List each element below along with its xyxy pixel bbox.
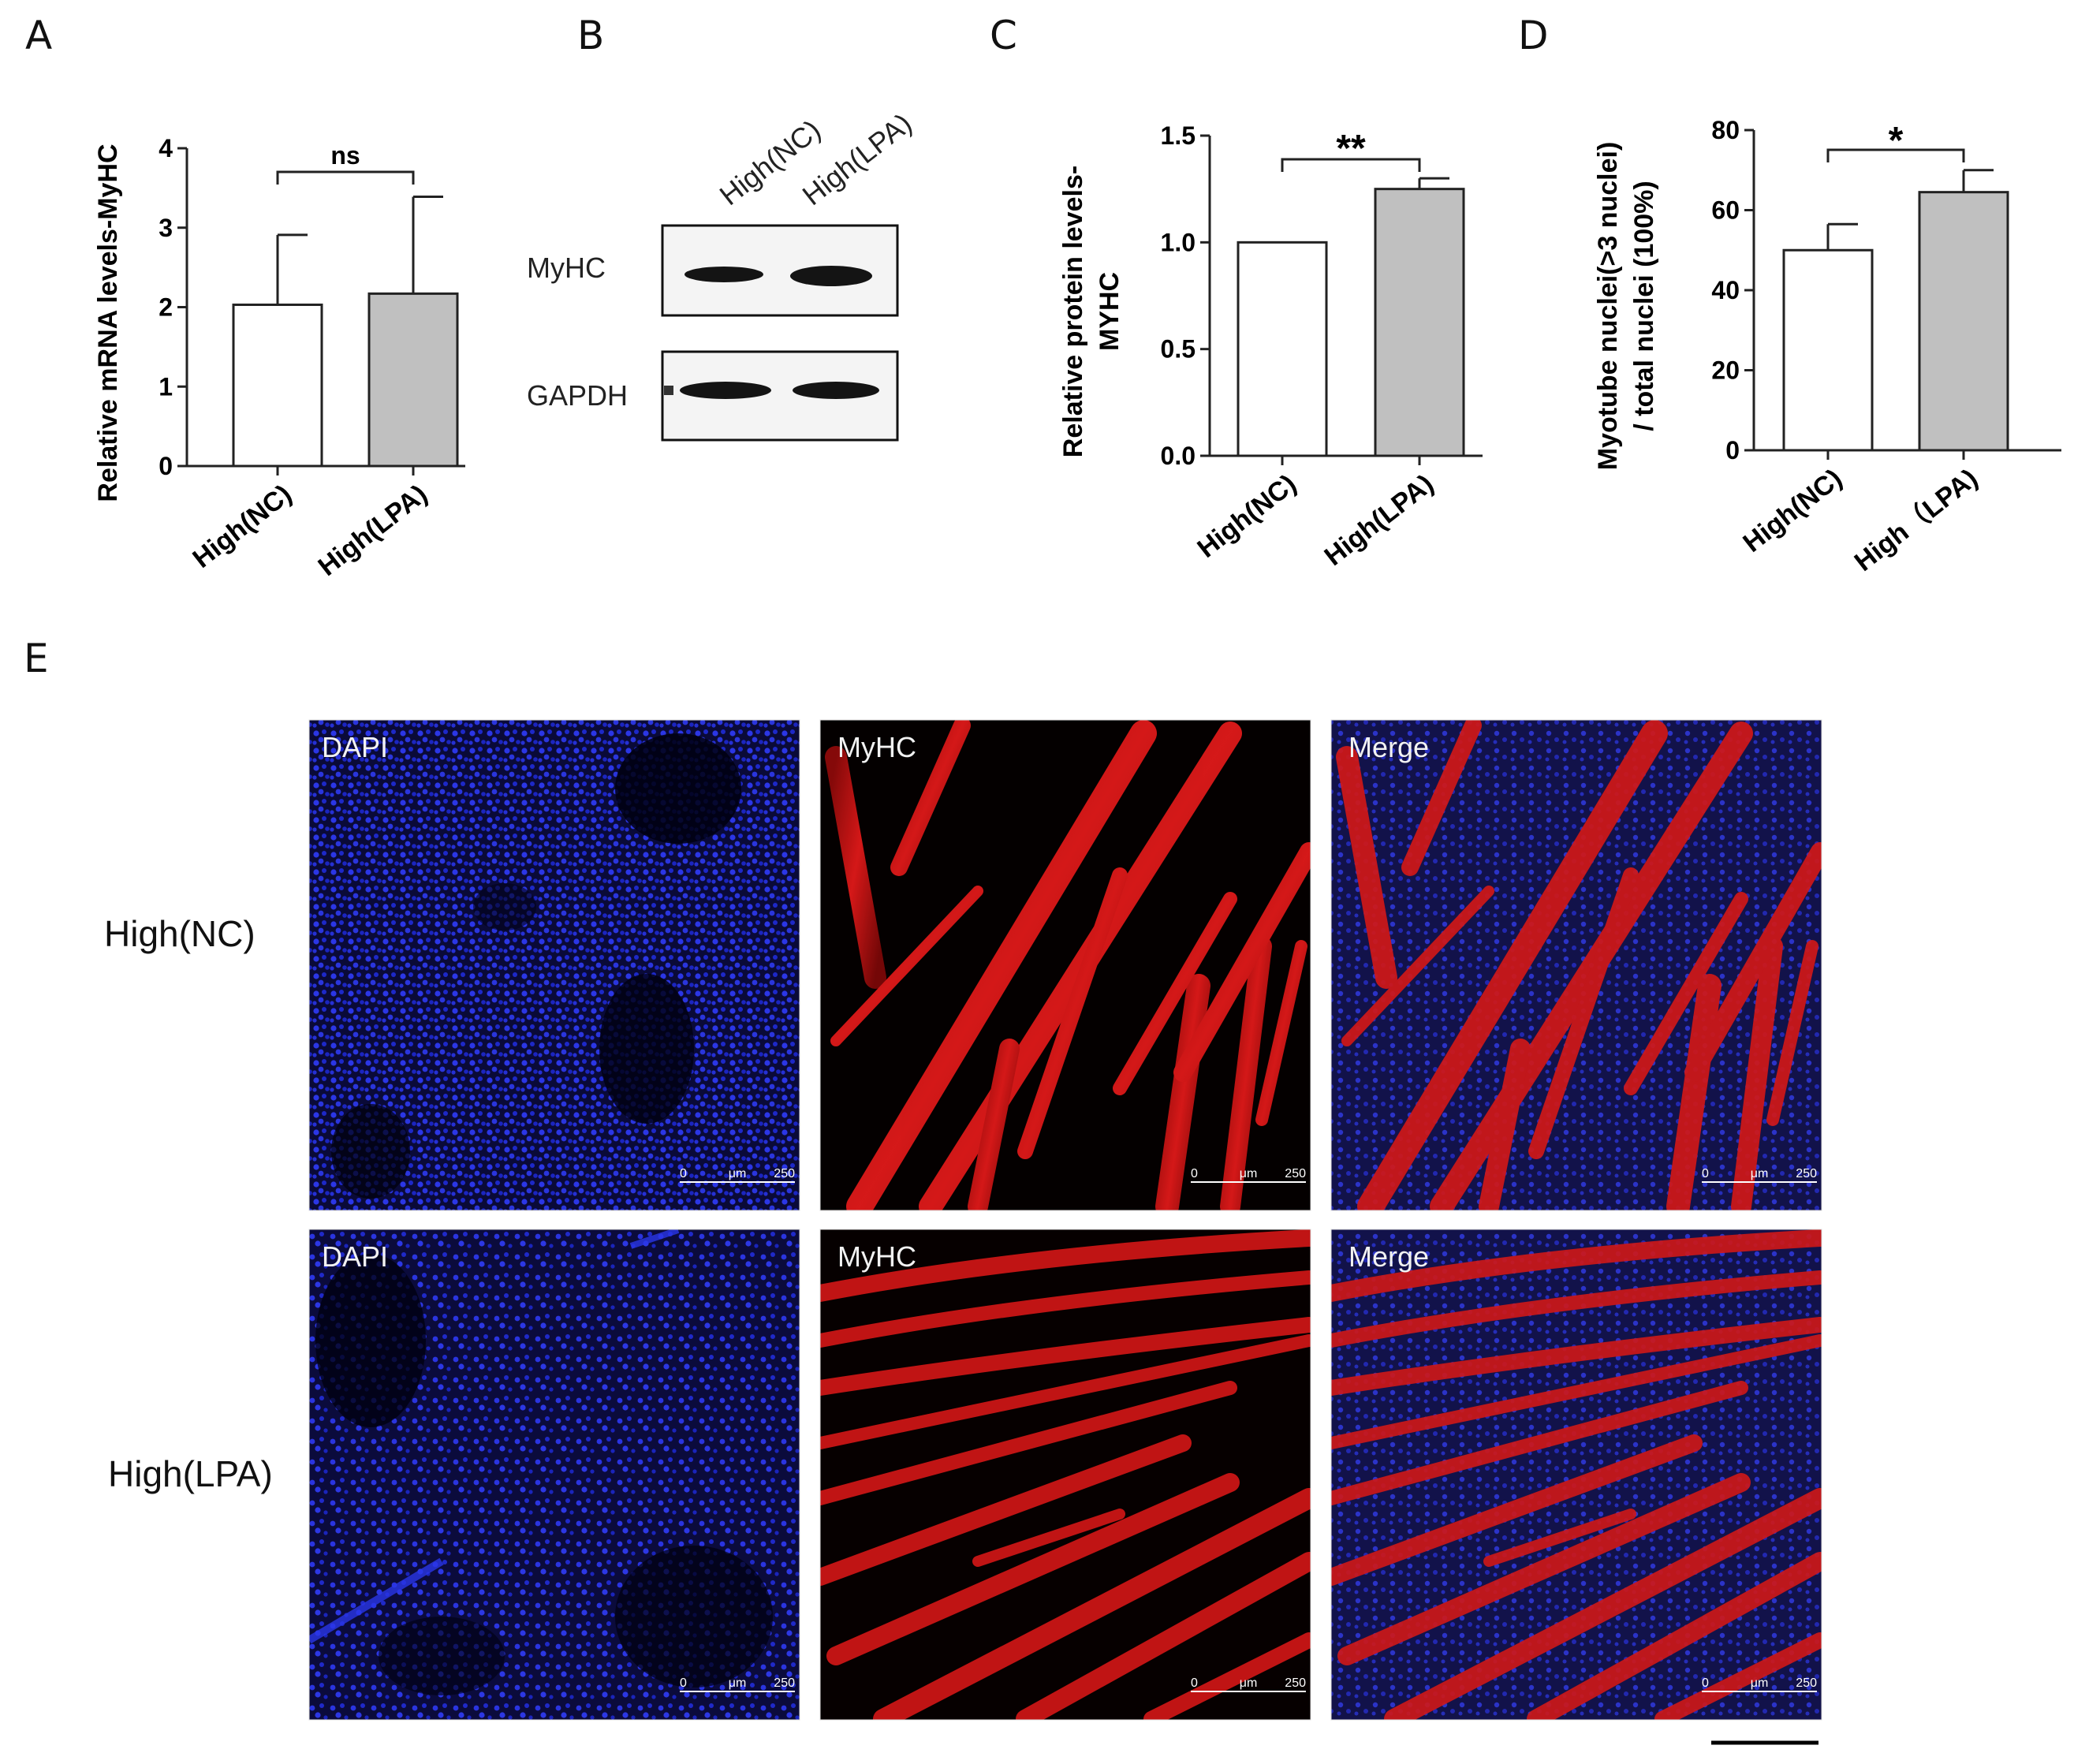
panel-letter-b: B (577, 13, 604, 58)
scale-bar-unit: μm (1751, 1167, 1769, 1180)
row-label-high-lpa: High(LPA) (108, 1453, 273, 1494)
blot-row-label-myhc: MyHC (527, 252, 606, 284)
image-dapi-high-nc (309, 720, 800, 1210)
image-myhc-high-lpa (820, 1229, 1311, 1720)
blot-band-myhc-nc (684, 267, 763, 282)
panel-letter-a: A (25, 13, 52, 58)
y-tick-label: 1.5 (1161, 121, 1196, 150)
category-label: High(NC) (1737, 463, 1847, 558)
scale-bar-end: 250 (774, 1676, 795, 1690)
y-axis-title-line: Myotube nuclei(>3 nuclei) (1593, 142, 1623, 471)
significance-label: ns (330, 141, 360, 170)
bar-chart-myotube-nuclei: 0 20 40 60 80 High(NC) High（LPA) * Myotube nucle… (1593, 116, 2061, 577)
western-blot: High(NC) High(LPA) MyHC GAPDH (527, 106, 918, 442)
scale-bar-unit: μm (1751, 1676, 1769, 1690)
y-tick-label: 20 (1711, 356, 1740, 385)
scale-bar-end: 250 (1285, 1167, 1306, 1180)
scale-bar-start: 0 (680, 1676, 687, 1690)
y-tick-label: 1 (159, 372, 173, 401)
scale-bar-end: 250 (1796, 1676, 1817, 1690)
scale-bar-start: 0 (1191, 1676, 1198, 1690)
image-label-dapi-2: DAPI (322, 1240, 388, 1273)
y-tick-label: 0.5 (1161, 335, 1196, 364)
y-tick-label: 2 (159, 293, 173, 322)
image-label-merge-2: Merge (1348, 1240, 1429, 1273)
significance-label: ** (1336, 128, 1366, 170)
panel-letter-e: E (24, 636, 49, 681)
image-merge-high-nc (1331, 720, 1822, 1210)
scale-bar-start: 0 (680, 1167, 687, 1180)
bar (367, 292, 459, 468)
significance-bracket (1281, 158, 1421, 172)
category-label: High(LPA) (1319, 468, 1439, 572)
microscopy-grid: High(NC) High(LPA) (104, 719, 1822, 1745)
blot-band-gapdh-edge (664, 386, 673, 395)
scale-bar-start: 0 (1702, 1676, 1709, 1690)
y-axis-title-line: / total nuclei (100%) (1629, 181, 1659, 431)
y-axis-title: Relative mRNA levels-MyHC (93, 144, 123, 502)
scale-bar-unit: μm (1240, 1676, 1258, 1690)
y-tick-label: 3 (159, 214, 173, 242)
bar (232, 303, 323, 468)
y-axis-title-line: MYHC (1095, 272, 1125, 351)
y-tick-label: 0 (159, 452, 173, 480)
scale-bar-end: 250 (1796, 1167, 1817, 1180)
scale-bar-end: 250 (774, 1167, 795, 1180)
bar (1782, 248, 1874, 452)
image-merge-high-lpa (1331, 1229, 1822, 1720)
blot-band-myhc-lpa (790, 266, 872, 286)
blot-row-label-gapdh: GAPDH (527, 379, 628, 412)
panel-letter-c: C (990, 13, 1017, 58)
panel-letter-d: D (1518, 13, 1549, 58)
image-label-merge-1: Merge (1348, 731, 1429, 763)
significance-label: * (1889, 120, 1904, 162)
image-label-myhc-1: MyHC (837, 731, 916, 763)
image-scale-bars: 0 μm 250 0 μm 250 0 μm 250 0 μm 250 0 μm 250 0 μm 250 (680, 1167, 1817, 1692)
bar (1237, 241, 1328, 457)
image-label-dapi-1: DAPI (322, 731, 388, 763)
image-dapi-high-lpa (309, 1229, 800, 1720)
scale-bar-unit: μm (729, 1676, 747, 1690)
y-tick-label: 60 (1711, 196, 1740, 225)
scale-bar-end: 250 (1285, 1676, 1306, 1690)
category-label: High(NC) (187, 479, 297, 574)
blot-band-gapdh-lpa (793, 382, 879, 399)
bar (1918, 191, 2009, 452)
category-label: High(LPA) (313, 479, 433, 582)
blot-band-gapdh-nc (680, 382, 771, 399)
row-label-high-nc: High(NC) (104, 913, 256, 954)
y-axis-title-line: Relative protein levels- (1058, 166, 1088, 457)
image-myhc-high-nc (820, 720, 1311, 1210)
y-tick-label: 1.0 (1161, 228, 1196, 256)
category-label: High(NC) (1192, 468, 1301, 564)
scale-bar-start: 0 (1702, 1167, 1709, 1180)
bar-chart-mrna: 0 1 2 3 4 High(NC) High(LPA) ns Relative mRNA le… (93, 134, 465, 582)
significance-bracket (276, 170, 415, 185)
category-label: High（LPA) (1848, 463, 1983, 577)
y-tick-label: 80 (1711, 116, 1740, 144)
y-tick-label: 0.0 (1161, 442, 1196, 470)
scale-bar-start: 0 (1191, 1167, 1198, 1180)
image-label-myhc-2: MyHC (837, 1240, 916, 1273)
bar (1374, 188, 1465, 457)
y-tick-label: 4 (159, 134, 173, 162)
bar-chart-protein: 0.0 0.5 1.0 1.5 High(NC) High(LPA) ** Relative … (1058, 121, 1483, 572)
blot-lane-label-lpa: High(LPA) (796, 106, 918, 211)
y-tick-label: 0 (1725, 436, 1740, 464)
scale-bar-unit: μm (729, 1167, 747, 1180)
significance-bracket (1826, 148, 1965, 162)
y-tick-label: 40 (1711, 276, 1740, 304)
scale-bar-unit: μm (1240, 1167, 1258, 1180)
